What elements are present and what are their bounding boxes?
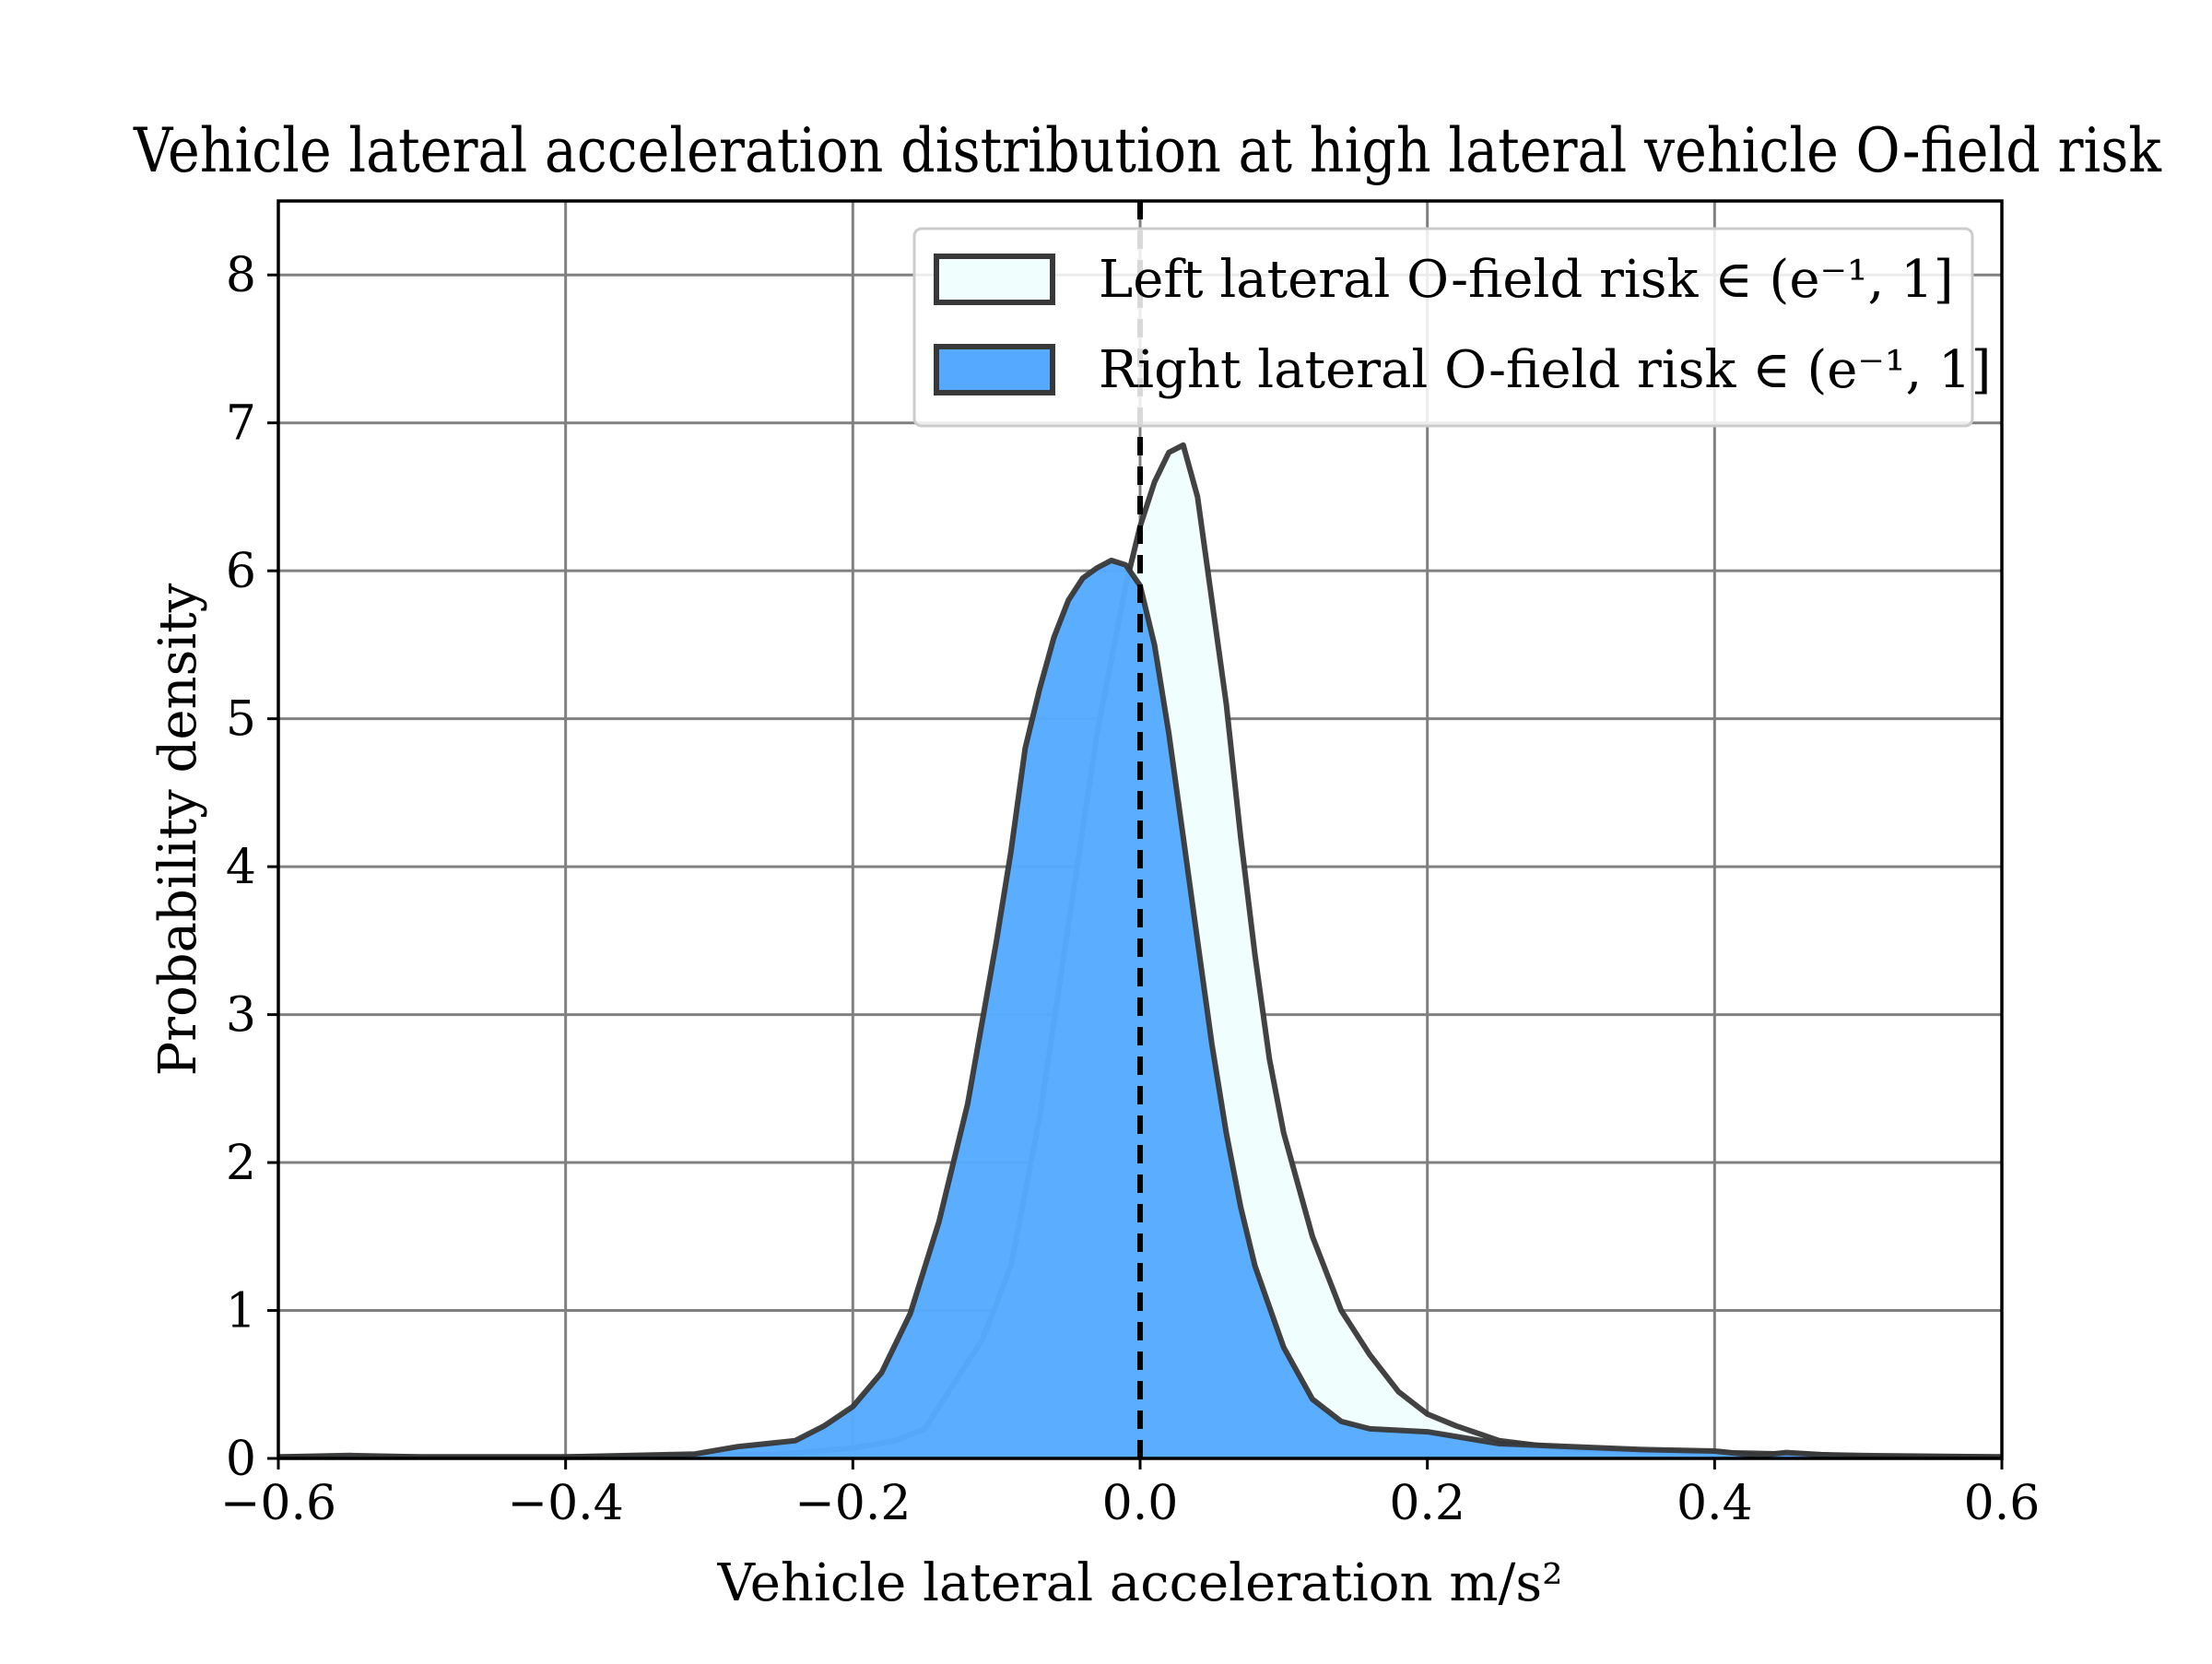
y-tick-label-1: 1	[226, 1284, 256, 1339]
y-tick-label-7: 7	[226, 396, 256, 452]
x-tick-label-2: −0.2	[794, 1476, 911, 1531]
x-tick-label-6: 0.6	[1964, 1476, 2041, 1531]
y-tick-label-4: 4	[226, 840, 256, 895]
x-axis-title: Vehicle lateral acceleration m/s²	[716, 1553, 1562, 1613]
y-tick-label-2: 2	[226, 1136, 256, 1191]
x-tick-label-5: 0.4	[1677, 1476, 1753, 1531]
chart-title: Vehicle lateral acceleration distributio…	[133, 115, 2162, 186]
series-line-1	[277, 557, 2002, 1460]
y-tick-label-0: 0	[226, 1432, 256, 1487]
legend-box	[912, 227, 1974, 428]
legend: Left lateral O-field risk ∈ (e⁻¹, 1] Rig…	[912, 227, 1992, 428]
y-axis-title: Probability density	[148, 583, 208, 1076]
y-tick-label-3: 3	[226, 988, 256, 1044]
x-tick-label-3: 0.0	[1102, 1476, 1179, 1531]
ticks: −0.6 −0.4 −0.2 0.0 0.2 0.4 0.6 0 1 2 3 4 5 6 7 8	[220, 248, 2040, 1531]
x-tick-label-1: −0.4	[508, 1476, 624, 1531]
y-tick-label-5: 5	[226, 692, 256, 748]
legend-label-left-risk: Left lateral O-field risk ∈ (e⁻¹, 1]	[1099, 250, 1954, 310]
y-tick-label-8: 8	[226, 248, 256, 303]
y-tick-label-6: 6	[226, 544, 256, 599]
x-tick-label-0: −0.6	[220, 1476, 336, 1531]
x-tick-label-4: 0.2	[1389, 1476, 1465, 1531]
legend-swatch-right-risk	[934, 344, 1055, 395]
legend-label-right-risk: Right lateral O-field risk ∈ (e⁻¹, 1]	[1099, 340, 1992, 400]
legend-swatch-left-risk	[934, 254, 1055, 305]
